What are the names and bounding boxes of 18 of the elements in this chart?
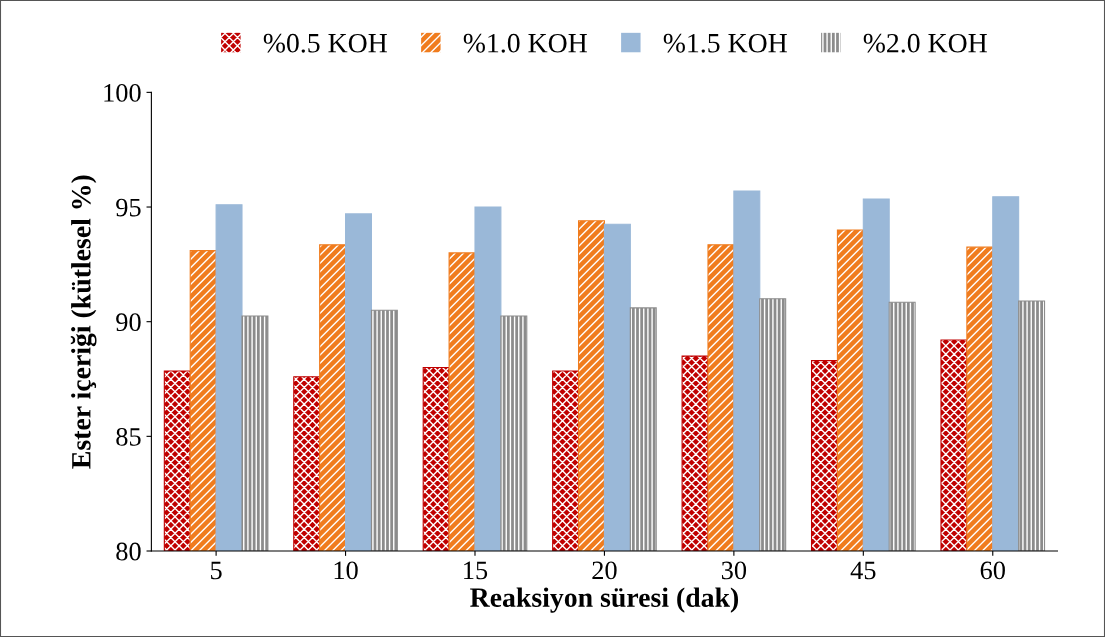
legend-label: %1.5 KOH	[663, 33, 787, 53]
y-tick-label: 85	[116, 427, 141, 446]
legend-label: %0.5 KOH	[263, 33, 387, 53]
legend-label: %1.0 KOH	[463, 33, 587, 53]
y-axis-title: Ester içeriği (kütlesel %)	[70, 175, 97, 469]
x-axis-title: Reaksiyon süresi (dak)	[470, 587, 739, 613]
y-tick-label: 90	[116, 313, 141, 332]
x-tick-label: 10	[334, 561, 358, 580]
x-tick-label: 20	[592, 561, 617, 580]
y-tick-label: 95	[116, 198, 141, 217]
x-tick-label: 5	[211, 561, 222, 580]
y-tick-label: 80	[116, 542, 141, 561]
y-tick-label: 100	[104, 83, 141, 102]
legend-label: %2.0 KOH	[863, 33, 987, 53]
x-tick-label: 15	[464, 561, 488, 580]
x-tick-label: 60	[980, 561, 1005, 580]
x-tick-label: 30	[721, 561, 747, 580]
x-tick-label: 45	[850, 561, 876, 580]
